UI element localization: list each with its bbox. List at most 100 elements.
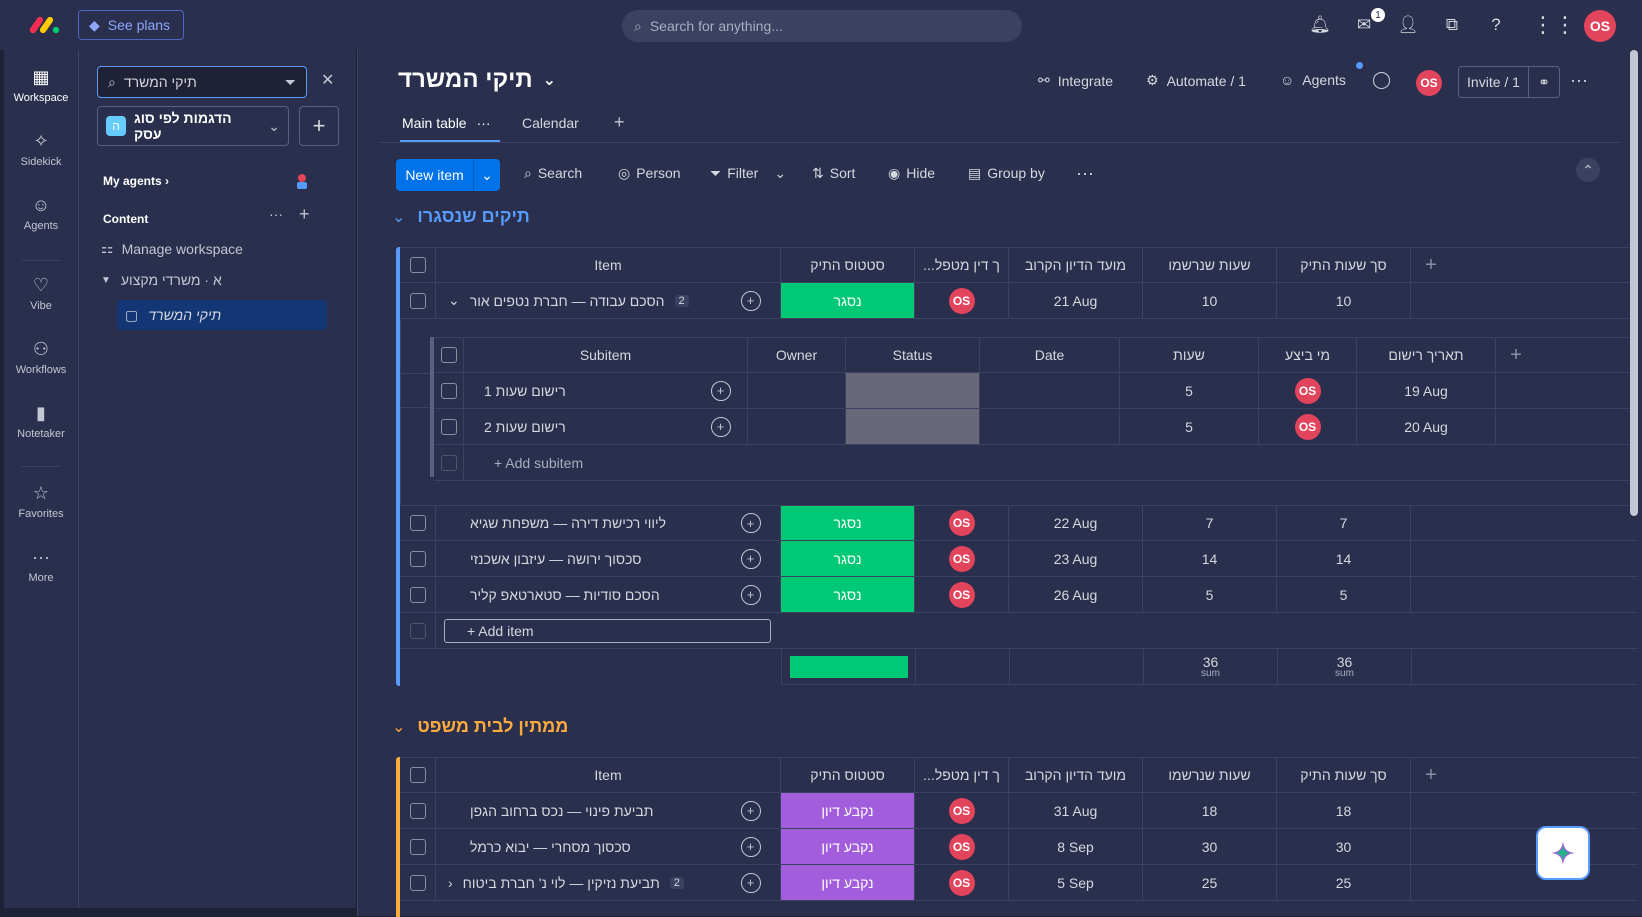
agent-avatar-icon[interactable] bbox=[293, 172, 311, 190]
hide-button[interactable]: ◉ Hide bbox=[888, 165, 936, 181]
hours-cell[interactable]: 5 bbox=[1120, 409, 1259, 444]
row-checkbox[interactable] bbox=[400, 283, 436, 318]
date-cell[interactable]: 8 Sep bbox=[1009, 829, 1143, 864]
sidebar-board-item[interactable]: ▢ תיקי המשרד bbox=[117, 300, 327, 330]
app-grid-icon[interactable]: ⋮⋮ bbox=[1532, 12, 1576, 37]
row-checkbox[interactable] bbox=[400, 541, 436, 576]
update-chat-icon[interactable]: + bbox=[694, 409, 748, 444]
item-name[interactable]: הסכם סודיות — סטארטאפ קליר bbox=[470, 586, 660, 603]
link-icon[interactable]: ⚭ bbox=[1538, 73, 1550, 90]
subitem-name[interactable]: רישום שעות 2 bbox=[484, 418, 566, 435]
status-summary[interactable] bbox=[782, 649, 916, 684]
column-header[interactable]: מועד הדיון הקרוב bbox=[1009, 248, 1143, 282]
add-column-icon[interactable]: + bbox=[1510, 343, 1522, 366]
row-checkbox[interactable] bbox=[400, 865, 436, 900]
board-title[interactable]: תיקי המשרד ⌄ bbox=[398, 66, 557, 93]
row-checkbox[interactable] bbox=[400, 829, 436, 864]
column-header[interactable]: שעות שנרשמו bbox=[1143, 758, 1277, 792]
rail-item-agents[interactable]: ☺ Agents bbox=[23, 195, 59, 232]
subitem-count-badge[interactable]: 2 bbox=[669, 876, 684, 889]
search-button[interactable]: ⌕ Search bbox=[524, 165, 583, 181]
status-cell[interactable]: נקבע דיון bbox=[781, 829, 915, 864]
new-item-button[interactable]: New item ⌄ bbox=[396, 159, 500, 191]
table-row[interactable]: ⌄ הסכם עבודה — חברת נטפים אור 2 + נסגר O… bbox=[400, 283, 1638, 319]
hours-cell[interactable]: 5 bbox=[1143, 577, 1277, 612]
column-header[interactable]: Owner bbox=[748, 338, 846, 372]
vertical-scrollbar[interactable] bbox=[1630, 50, 1638, 516]
collapse-icon[interactable]: ⌃ bbox=[1576, 158, 1600, 182]
column-header[interactable]: Date bbox=[980, 338, 1120, 372]
owner-cell[interactable]: OS bbox=[915, 577, 1009, 612]
status-cell[interactable]: נסגר bbox=[781, 283, 915, 318]
date-cell[interactable]: 23 Aug bbox=[1009, 541, 1143, 576]
add-column-icon[interactable]: + bbox=[1425, 253, 1437, 276]
hours-cell[interactable]: 25 bbox=[1143, 865, 1277, 900]
rail-item-notetaker[interactable]: ▮ Notetaker bbox=[17, 403, 65, 440]
total-hours-cell[interactable]: 10 bbox=[1277, 283, 1411, 318]
update-chat-icon[interactable]: + bbox=[721, 283, 781, 318]
total-hours-cell[interactable]: 5 bbox=[1277, 577, 1411, 612]
integrate-button[interactable]: ⚯ Integrate bbox=[1038, 72, 1113, 89]
column-header[interactable]: סך שעות התיק bbox=[1277, 248, 1411, 282]
hours-sum[interactable]: 36 sum bbox=[1144, 649, 1278, 684]
chevron-right-icon[interactable]: › bbox=[448, 874, 453, 891]
bell-icon[interactable]: 🔔︎ bbox=[1309, 15, 1331, 34]
select-all-checkbox[interactable] bbox=[400, 758, 436, 792]
owner-cell[interactable]: OS bbox=[915, 283, 1009, 318]
subitem-name[interactable]: רישום שעות 1 bbox=[484, 382, 566, 399]
total-sum[interactable]: 36 sum bbox=[1278, 649, 1412, 684]
owner-cell[interactable]: OS bbox=[915, 829, 1009, 864]
chevron-down-icon[interactable]: ⌄ bbox=[481, 166, 493, 183]
help-icon[interactable]: ? bbox=[1491, 15, 1501, 34]
table-row[interactable]: תביעת פינוי — נכס ברחוב הגפן + נקבע דיון… bbox=[400, 793, 1638, 829]
rail-item-favorites[interactable]: ☆ Favorites bbox=[18, 483, 64, 520]
apps-icon[interactable]: ⧉ bbox=[1445, 15, 1459, 34]
table-row[interactable]: הסכם סודיות — סטארטאפ קליר + נסגר OS 26 … bbox=[400, 577, 1638, 613]
table-row[interactable]: ליווי רכישת דירה — משפחת שגיא + נסגר OS … bbox=[400, 505, 1638, 541]
person-button[interactable]: ◎ Person bbox=[618, 165, 681, 181]
item-name[interactable]: תביעת פינוי — נכס ברחוב הגפן bbox=[470, 802, 654, 819]
more-dots-icon[interactable]: ··· bbox=[269, 206, 283, 222]
owner-cell[interactable]: OS bbox=[915, 865, 1009, 900]
rail-item-more[interactable]: ··· More bbox=[28, 547, 54, 584]
close-icon[interactable]: ✕ bbox=[321, 72, 335, 89]
row-checkbox[interactable] bbox=[400, 577, 436, 612]
status-cell[interactable]: נסגר bbox=[781, 541, 915, 576]
group-by-button[interactable]: ▤ Group by bbox=[968, 165, 1045, 181]
register-date-cell[interactable]: 20 Aug bbox=[1357, 409, 1496, 444]
owner-cell[interactable]: OS bbox=[915, 506, 1009, 540]
performer-cell[interactable]: OS bbox=[1259, 409, 1357, 444]
column-header[interactable]: מי ביצע bbox=[1259, 338, 1357, 372]
add-subitem-row[interactable]: + Add subitem bbox=[434, 445, 1638, 481]
date-cell[interactable] bbox=[980, 373, 1120, 408]
date-cell[interactable]: 22 Aug bbox=[1009, 506, 1143, 540]
rail-item-workspace[interactable]: ▦ Workspace bbox=[13, 67, 69, 104]
total-hours-cell[interactable]: 14 bbox=[1277, 541, 1411, 576]
sort-button[interactable]: ⇅ Sort bbox=[812, 165, 856, 181]
subitem-row[interactable]: רישום שעות 1 + 5 OS 19 Aug bbox=[434, 373, 1638, 409]
tab-main-table[interactable]: Main table ··· bbox=[402, 115, 491, 131]
item-name[interactable]: ליווי רכישת דירה — משפחת שגיא bbox=[470, 515, 667, 531]
more-dots-icon[interactable]: ··· bbox=[1076, 163, 1094, 183]
item-name[interactable]: › תביעת נזיקין — לוי נ' חברת ביטוח 2 bbox=[436, 865, 721, 900]
hours-cell[interactable]: 18 bbox=[1143, 793, 1277, 828]
add-view-icon[interactable]: + bbox=[614, 112, 625, 132]
table-row[interactable]: סכסוך ירושה — עיזבון אשכנזי + נסגר OS 23… bbox=[400, 541, 1638, 577]
more-dots-icon[interactable]: ··· bbox=[476, 115, 491, 131]
update-chat-icon[interactable]: + bbox=[721, 541, 781, 576]
select-all-checkbox[interactable] bbox=[434, 338, 464, 372]
filter-button[interactable]: ⏷ Filter ⌄ bbox=[710, 165, 787, 181]
status-cell[interactable] bbox=[846, 409, 980, 444]
column-header[interactable]: Item bbox=[436, 248, 781, 282]
date-cell[interactable]: 5 Sep bbox=[1009, 865, 1143, 900]
table-row[interactable]: סכסוך מסחרי — יבוא כרמל + נקבע דיון OS 8… bbox=[400, 829, 1638, 865]
hours-cell[interactable]: 14 bbox=[1143, 541, 1277, 576]
owner-cell[interactable] bbox=[748, 373, 846, 408]
invite-button[interactable]: Invite / 1 ⚭ bbox=[1458, 66, 1560, 98]
column-header[interactable]: Item bbox=[436, 758, 781, 792]
group-header[interactable]: ⌄ ממתין לבית משפט bbox=[392, 716, 569, 736]
my-agents-link[interactable]: My agents › bbox=[103, 174, 170, 188]
chevron-down-icon[interactable]: ⌄ bbox=[448, 292, 460, 308]
column-header[interactable]: סטטוס התיק bbox=[781, 248, 915, 282]
folder-item[interactable]: ▼ א · משרדי מקצוע bbox=[101, 272, 222, 288]
